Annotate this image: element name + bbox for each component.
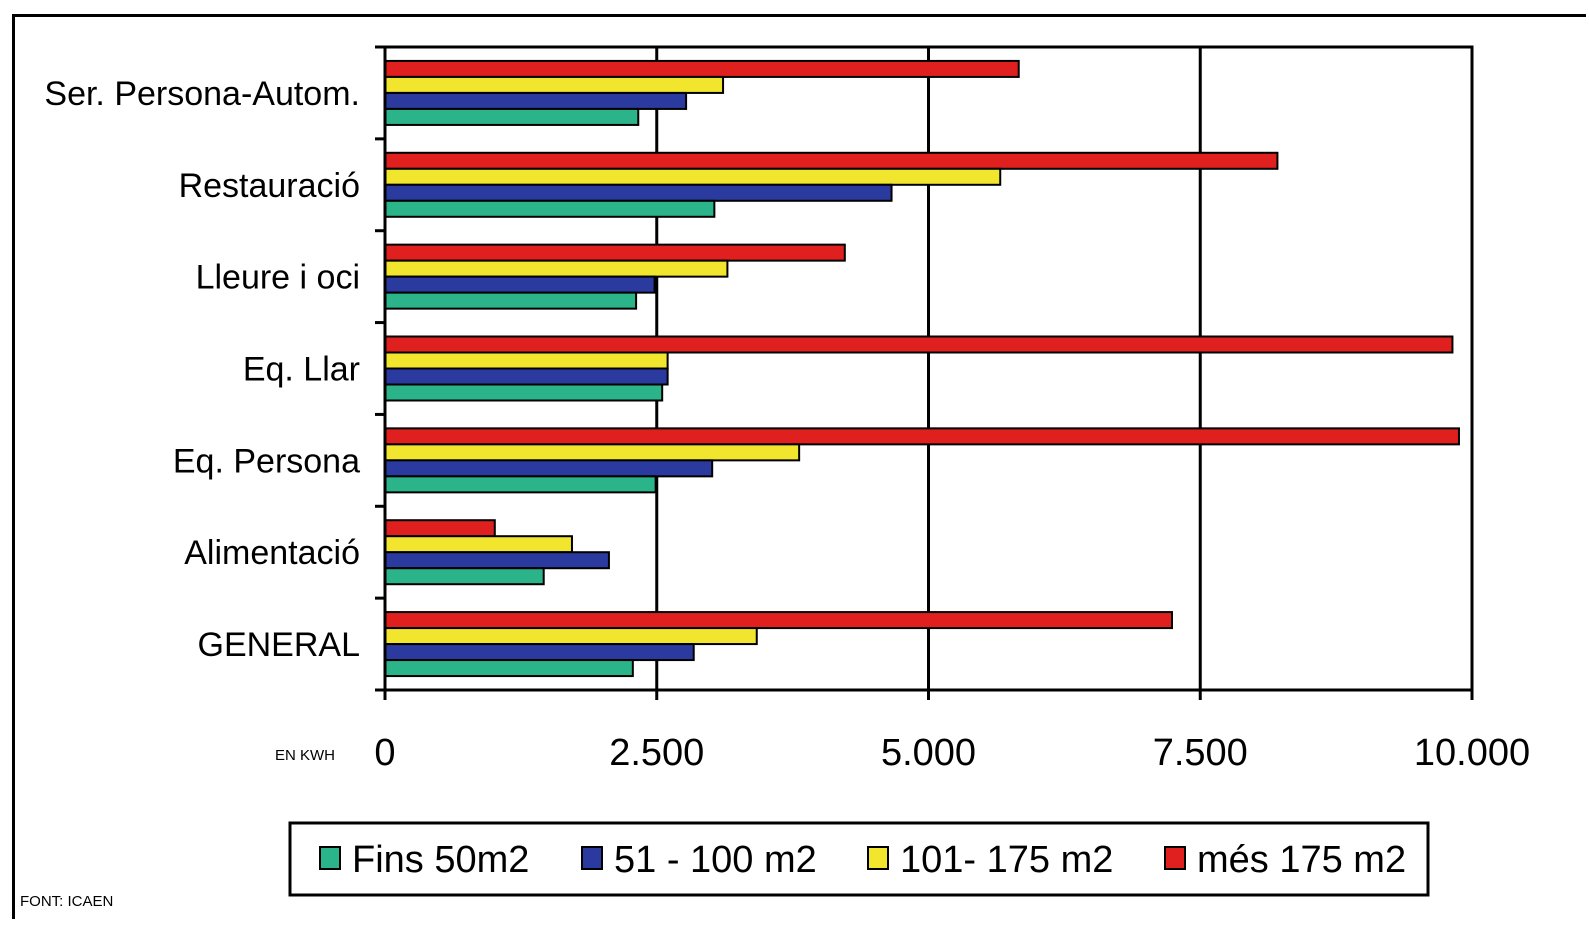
bar [384,199,716,218]
bar [384,535,573,554]
legend-label: 101- 175 m2 [900,839,1113,881]
bar [384,475,657,494]
bar [384,427,1460,446]
bar [384,627,758,646]
legend-label: 51 - 100 m2 [614,839,817,881]
legend-swatch [319,846,341,870]
legend-label: Fins 50m2 [352,839,529,881]
bar [384,519,496,538]
category-label: Restauració [179,167,360,205]
bar [384,91,688,110]
bar [384,611,1173,630]
bar [384,335,1454,354]
legend: Fins 50m2 51 - 100 m2 101- 175 m2 més 175 m… [288,821,1430,897]
legend-label: més 175 m2 [1197,839,1406,881]
category-label: Lleure i oci [196,259,360,297]
bar [384,291,638,310]
bar [384,75,725,94]
bars [384,59,1460,678]
bar [384,275,656,294]
unit-label: EN KWH [275,747,335,764]
bar [384,167,1002,186]
source-note: FONT: ICAEN [20,893,114,910]
grid-lines [655,47,1202,690]
bar [384,151,1279,170]
legend-swatch [1164,846,1186,870]
x-tick-label: 7.500 [1153,732,1248,774]
bar [384,243,846,262]
bar [384,551,610,570]
legend-swatch [581,846,603,870]
category-label: GENERAL [198,626,361,664]
category-label: Eq. Llar [243,351,360,389]
category-label: Alimentació [184,534,360,572]
x-tick-label: 5.000 [881,732,976,774]
axes [375,45,1474,700]
chart-frame [12,14,1586,919]
legend-box [288,821,1430,897]
x-tick-label: 0 [374,732,395,774]
bar [384,643,695,662]
bar [384,351,669,370]
bar [384,567,545,586]
legend-swatch [867,846,889,870]
bar [384,259,729,278]
category-label: Eq. Persona [173,442,360,480]
bar [384,107,640,126]
bar [384,383,664,402]
tick-labels: 0 2.500 5.000 7.500 10.000 [374,732,1530,774]
x-tick-label: 10.000 [1414,732,1530,774]
x-tick-label: 2.500 [609,732,704,774]
bar [384,367,669,386]
bar [384,59,1020,78]
bar [384,183,893,202]
category-label: Ser. Persona-Autom. [44,75,360,113]
bar [384,459,714,478]
bar [384,659,634,678]
category-labels: GENERAL Alimentació Eq. Persona Eq. Llar Lle… [44,75,360,664]
bar [384,443,801,462]
